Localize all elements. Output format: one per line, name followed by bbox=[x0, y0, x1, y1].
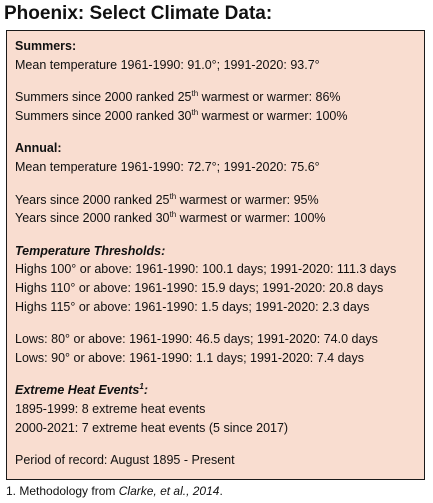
annual-ranked-30-sup: th bbox=[169, 210, 177, 220]
annual-ranked-30: Years since 2000 ranked 30th warmest or … bbox=[15, 209, 424, 228]
summers-ranked-25-value: warmest or warmer: 86% bbox=[198, 90, 341, 105]
summers-ranked-25-text: Summers since 2000 ranked 25 bbox=[15, 90, 192, 105]
threshold-high-100: Highs 100° or above: 1961-1990: 100.1 da… bbox=[15, 262, 397, 277]
summers-ranked-25: Summers since 2000 ranked 25th warmest o… bbox=[15, 88, 424, 107]
extreme-heat-event: 1895-1999: 8 extreme heat events bbox=[15, 401, 206, 416]
summers-ranked-30-value: warmest or warmer: 100% bbox=[198, 108, 348, 123]
annual-heading: Annual: bbox=[15, 141, 62, 156]
threshold-high-115: Highs 115° or above: 1961-1990: 1.5 days… bbox=[15, 299, 370, 314]
footnote: 1. Methodology from Clarke, et al., 2014… bbox=[6, 484, 223, 499]
thresholds-heading: Temperature Thresholds: bbox=[15, 243, 166, 258]
extreme-heat-event: 2000-2021: 7 extreme heat events (5 sinc… bbox=[15, 420, 289, 435]
footnote-text: 1. Methodology from bbox=[6, 484, 119, 498]
threshold-low-80: Lows: 80° or above: 1961-1990: 46.5 days… bbox=[15, 332, 378, 347]
annual-ranked-30-value: warmest or warmer: 100% bbox=[176, 211, 326, 226]
extreme-heat-heading-text: Extreme Heat Events bbox=[15, 383, 140, 398]
annual-ranked-25-sup: th bbox=[169, 191, 177, 201]
annual-mean-temp: Mean temperature 1961-1990: 72.7°; 1991-… bbox=[15, 159, 320, 174]
annual-ranked-25: Years since 2000 ranked 25th warmest or … bbox=[15, 191, 424, 210]
footnote-end: . bbox=[219, 484, 223, 498]
annual-ranked-30-text: Years since 2000 ranked 30 bbox=[15, 211, 170, 226]
summers-ranked-25-sup: th bbox=[191, 89, 199, 99]
climate-data-box: Summers: Mean temperature 1961-1990: 91.… bbox=[6, 30, 425, 480]
annual-ranked-25-value: warmest or warmer: 95% bbox=[176, 192, 319, 207]
period-of-record: Period of record: August 1895 - Present bbox=[15, 453, 235, 468]
summers-mean-temp: Mean temperature 1961-1990: 91.0°; 1991-… bbox=[15, 57, 320, 72]
extreme-heat-footnote-mark: 1 bbox=[139, 382, 144, 392]
summers-ranked-30-sup: th bbox=[191, 107, 199, 117]
threshold-low-90: Lows: 90° or above: 1961-1990: 1.1 days;… bbox=[15, 350, 364, 365]
footnote-citation: Clarke, et al., 2014 bbox=[118, 484, 220, 498]
extreme-heat-heading-colon: : bbox=[143, 383, 148, 398]
threshold-high-110: Highs 110° or above: 1961-1990: 15.9 day… bbox=[15, 280, 384, 295]
summers-ranked-30: Summers since 2000 ranked 30th warmest o… bbox=[15, 107, 424, 126]
page-title: Phoenix: Select Climate Data: bbox=[4, 3, 273, 24]
extreme-heat-heading: Extreme Heat Events1: bbox=[15, 381, 424, 400]
summers-heading: Summers: bbox=[15, 39, 77, 53]
annual-ranked-25-text: Years since 2000 ranked 25 bbox=[15, 192, 170, 207]
summers-ranked-30-text: Summers since 2000 ranked 30 bbox=[15, 108, 192, 123]
